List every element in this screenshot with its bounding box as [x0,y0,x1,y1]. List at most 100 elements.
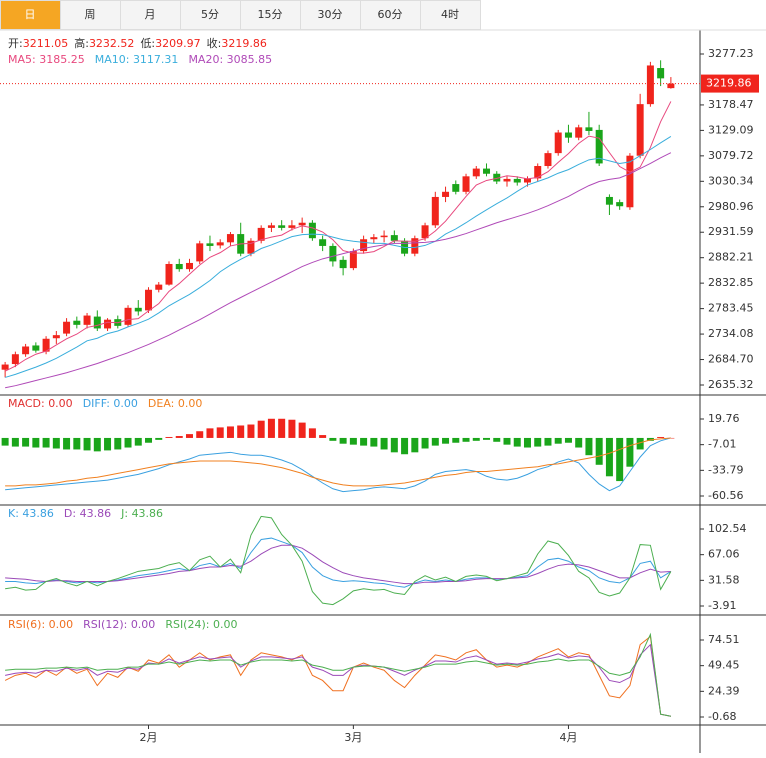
macd-bar [626,437,634,467]
legend-name: K [8,507,16,520]
tab-label: 60分 [378,8,403,21]
candle-body [165,263,173,285]
candle-body [267,225,275,228]
y-tick-label: 19.76 [708,412,740,425]
series-line [5,632,671,717]
macd-bar [329,437,337,441]
candle-body [145,289,153,311]
macd-bar [472,437,480,441]
tab-label: 30分 [318,8,343,21]
y-tick-label: 3178.47 [708,98,754,111]
last-price-box [701,74,759,93]
candle-body [493,173,501,182]
candle-body [63,321,71,334]
legend-name: RSI(6) [8,618,41,631]
info-value: 3232.52 [89,37,135,50]
candle-body [73,320,81,325]
legend-name: D [64,507,72,520]
macd-bar [339,437,347,444]
candle-body [42,338,50,352]
series-line [4,136,672,378]
tab[interactable]: 5分 [180,0,241,30]
macd-bar [308,428,316,438]
macd-bar [657,436,665,438]
tab[interactable]: 30分 [300,0,361,30]
y-tick-label: 49.45 [708,659,740,672]
legend-name: MACD [8,397,41,410]
candle-body [52,335,60,339]
legend-value: 0.00 [48,397,73,410]
macd-bar [237,425,245,438]
candle-body [196,243,204,262]
macd-bar [421,437,429,449]
y-tick-label: -33.79 [708,463,743,476]
candle-body [93,316,101,329]
legend-value: 0.00 [213,618,238,631]
series-line [5,537,672,588]
legend: RSI(6): 0.00 RSI(12): 0.00 RSI(24): 0.00 [8,618,237,631]
candle-body [288,225,296,228]
legend-value: 0.00 [178,397,203,410]
legend-name: MA5 [8,53,32,66]
legend-name: DIFF [83,397,107,410]
tab[interactable]: 60分 [360,0,421,30]
macd-bar [575,437,583,448]
tab-label: 15分 [258,8,283,21]
candle-body [452,184,460,192]
info-label: 开: [8,37,23,50]
candle-body [124,307,132,325]
candle-body [544,153,552,167]
x-tick-label: 2月 [140,731,158,744]
macd-bar [544,437,552,446]
legend-value: 0.00 [49,618,74,631]
macd-bar [564,437,572,443]
macd-bar [145,437,153,443]
candle-body [83,315,91,325]
legend-value: 3185.25 [39,53,85,66]
tab[interactable]: 15分 [240,0,301,30]
legend-value: 3117.31 [133,53,179,66]
candle-body [636,104,644,156]
candle-body [155,284,163,290]
series-line [5,152,672,389]
series-line [5,515,672,606]
legend-separator: : [32,53,39,66]
legend-separator: : [219,53,226,66]
macd-bar [483,437,491,440]
macd-bar [554,437,562,444]
macd-bar [401,437,409,455]
tab[interactable]: 日 [0,0,61,30]
tab-label: 4时 [441,8,459,21]
y-tick-label: 3277.23 [708,47,754,60]
y-tick-label: 74.51 [708,633,740,646]
tab[interactable]: 周 [60,0,121,30]
legend-name: MA10 [95,53,126,66]
macd-bar [114,437,122,450]
y-tick-label: 2931.59 [708,225,754,238]
x-tick-label: 3月 [344,731,362,744]
tab-background [360,0,421,30]
macd-bar [22,437,30,447]
macd-bar [595,437,603,465]
macd-bar [216,427,224,438]
tab-label: 周 [85,8,96,21]
legend-separator: : [15,507,22,520]
series-line [5,643,671,717]
legend-separator: : [72,507,79,520]
y-tick-label: 2684.70 [708,353,754,366]
tab[interactable]: 4时 [420,0,481,30]
series-line [4,101,672,372]
candle-body [216,242,224,246]
macd-bar [523,437,531,448]
legend-separator: : [106,397,113,410]
y-tick-label: 2980.96 [708,200,754,213]
macd-bar [370,437,378,447]
tab-background [120,0,181,30]
candle-body [483,168,491,174]
macd-bar [278,418,286,438]
tab[interactable]: 月 [120,0,181,30]
macd-bar [605,437,613,477]
macd-bar [534,437,542,447]
candle-body [134,307,142,312]
